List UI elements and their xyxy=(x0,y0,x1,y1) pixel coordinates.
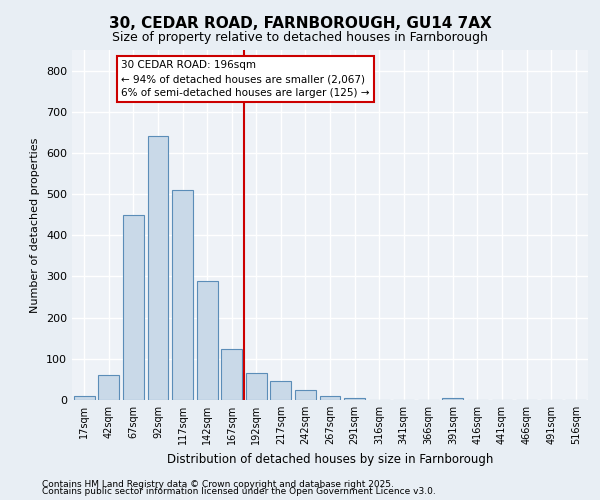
Bar xyxy=(221,348,242,400)
Bar xyxy=(246,373,267,400)
Bar xyxy=(271,382,292,400)
Bar xyxy=(442,398,463,400)
Text: Size of property relative to detached houses in Farnborough: Size of property relative to detached ho… xyxy=(112,31,488,44)
Text: Contains public sector information licensed under the Open Government Licence v3: Contains public sector information licen… xyxy=(42,488,436,496)
Y-axis label: Number of detached properties: Number of detached properties xyxy=(31,138,40,312)
Text: Contains HM Land Registry data © Crown copyright and database right 2025.: Contains HM Land Registry data © Crown c… xyxy=(42,480,394,489)
Bar xyxy=(172,190,193,400)
Bar xyxy=(344,398,365,400)
Text: 30 CEDAR ROAD: 196sqm
← 94% of detached houses are smaller (2,067)
6% of semi-de: 30 CEDAR ROAD: 196sqm ← 94% of detached … xyxy=(121,60,370,98)
Bar xyxy=(148,136,169,400)
Bar xyxy=(123,214,144,400)
Bar xyxy=(197,280,218,400)
Bar xyxy=(295,390,316,400)
Bar xyxy=(98,376,119,400)
Bar xyxy=(74,396,95,400)
Bar xyxy=(320,396,340,400)
Text: 30, CEDAR ROAD, FARNBOROUGH, GU14 7AX: 30, CEDAR ROAD, FARNBOROUGH, GU14 7AX xyxy=(109,16,491,31)
X-axis label: Distribution of detached houses by size in Farnborough: Distribution of detached houses by size … xyxy=(167,452,493,466)
